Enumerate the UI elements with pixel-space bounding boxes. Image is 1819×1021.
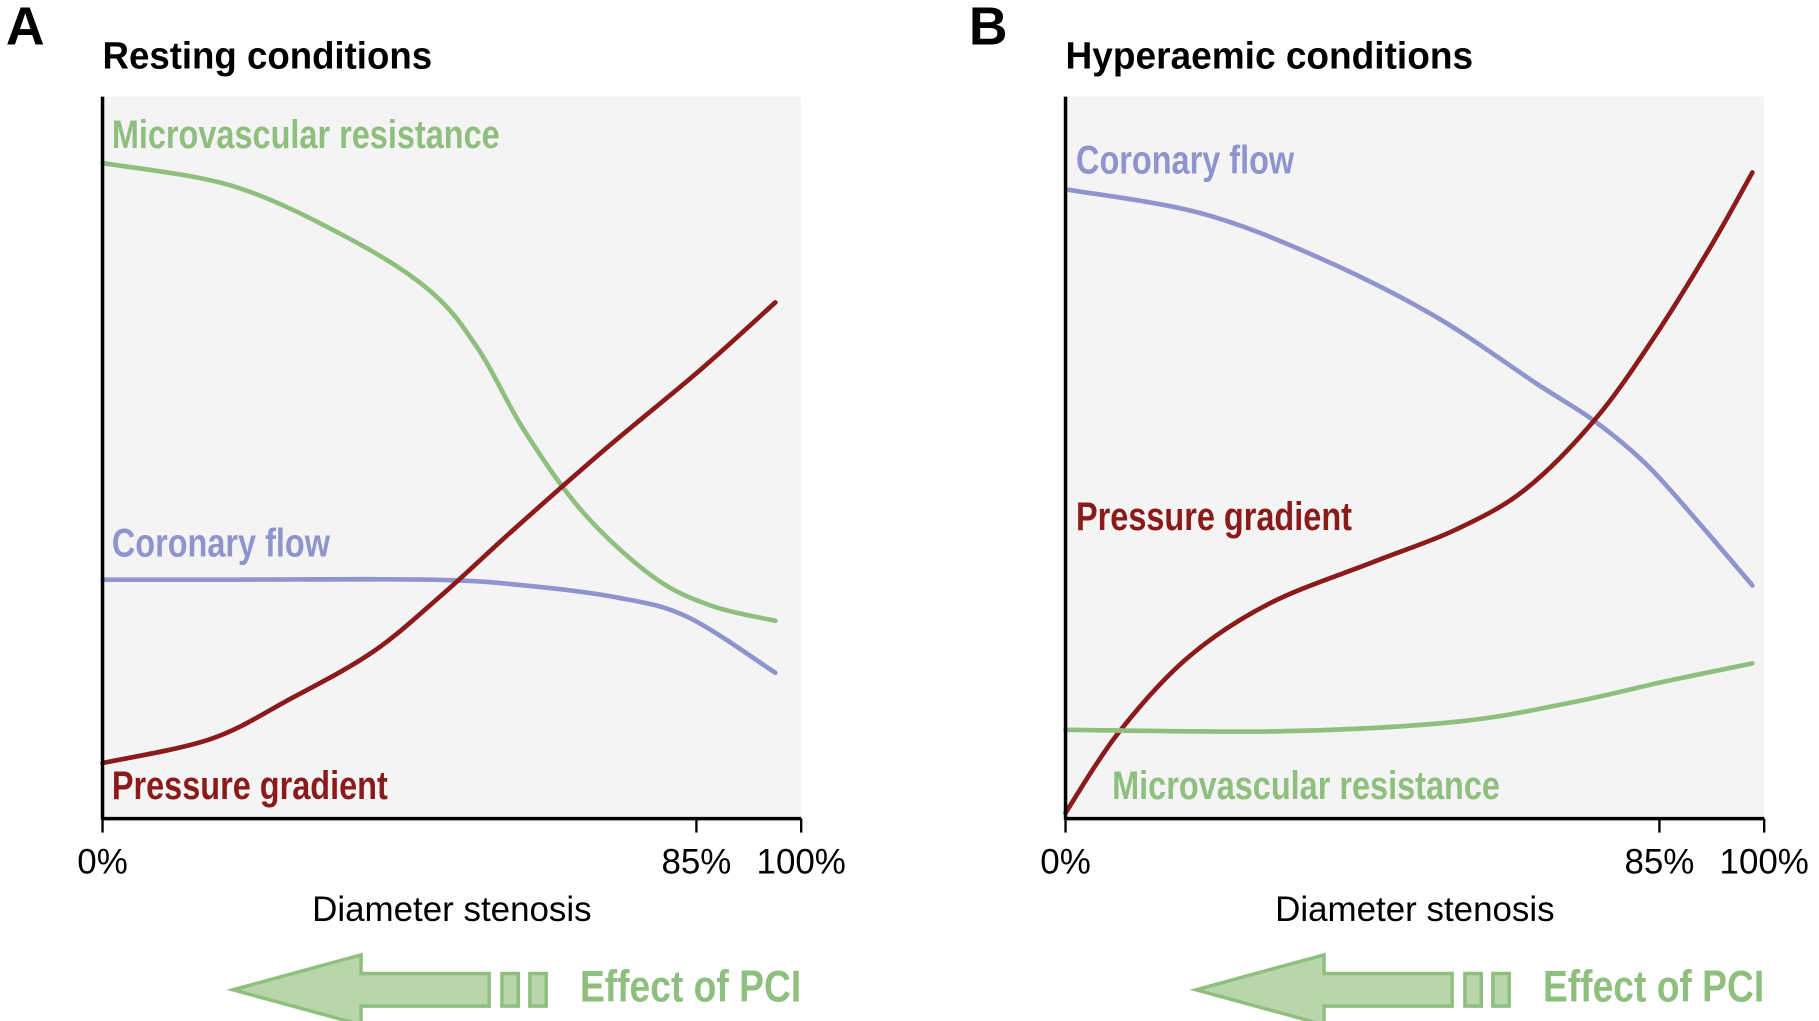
pci-annotation: Effect of PCI <box>1543 962 1764 1011</box>
pci-arrow-block <box>500 971 520 1008</box>
plot-background <box>102 96 802 819</box>
x-axis-label: Diameter stenosis <box>312 890 591 929</box>
x-tick-label: 85% <box>661 842 731 881</box>
series-label: Coronary flow <box>1076 137 1295 182</box>
pci-annotation: Effect of PCI <box>580 962 801 1011</box>
chart-title: Resting conditions <box>103 34 433 77</box>
pci-arrow-block <box>1491 971 1511 1008</box>
series-line <box>1063 170 1755 816</box>
x-tick-label: 100% <box>757 842 846 881</box>
x-tick-label: 0% <box>77 842 127 881</box>
x-tick-label: 0% <box>1040 842 1090 881</box>
series-line <box>100 300 778 766</box>
series-line <box>100 160 778 624</box>
series-label: Microvascular resistance <box>1112 763 1500 808</box>
x-tick-label: 85% <box>1624 842 1694 881</box>
pci-arrow-block <box>528 971 548 1008</box>
pci-arrow-block <box>1463 971 1483 1008</box>
x-axis-label: Diameter stenosis <box>1275 890 1554 929</box>
panel-label: A <box>6 0 45 56</box>
series-line <box>100 576 778 676</box>
pci-arrow <box>226 952 491 1021</box>
plot-background <box>1065 96 1765 819</box>
series-line <box>1066 187 1755 588</box>
series-label: Coronary flow <box>112 521 331 566</box>
panel-label: B <box>969 0 1008 56</box>
series-label: Pressure gradient <box>112 763 388 808</box>
x-tick-label: 100% <box>1720 842 1809 881</box>
chart-title: Hyperaemic conditions <box>1066 34 1474 77</box>
pci-arrow <box>1189 952 1454 1021</box>
series-label: Microvascular resistance <box>112 112 500 157</box>
series-line <box>1063 661 1755 734</box>
series-label: Pressure gradient <box>1076 494 1352 539</box>
